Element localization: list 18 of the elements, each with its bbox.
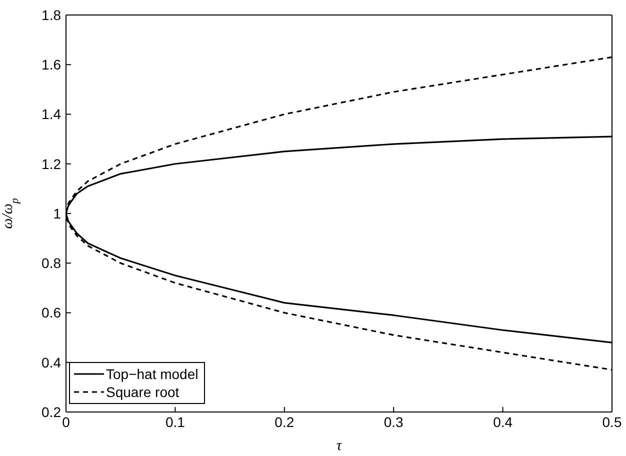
y-tick-label: 0.8: [42, 255, 62, 272]
x-tick-label: 0: [62, 414, 70, 430]
y-tick-label: 1.8: [42, 6, 62, 23]
y-tick-label: 0.6: [42, 304, 62, 321]
y-tick-label: 0.4: [42, 354, 62, 370]
legend-label: Top−hat model: [106, 365, 198, 383]
y-tick-label: 1: [53, 205, 62, 222]
y-tick-label: 1.4: [42, 106, 62, 122]
legend-label: Square root: [106, 383, 180, 401]
x-tick-label: 0.1: [165, 414, 186, 430]
y-tick-label: 0.2: [42, 404, 62, 420]
x-axis-title: τ: [336, 438, 342, 454]
y-tick-label: 1.2: [42, 156, 62, 172]
x-tick-label: 0.2: [274, 414, 294, 430]
x-tick-label: 0.3: [384, 414, 404, 430]
y-tick-label: 1.6: [42, 56, 62, 73]
x-tick-label: 0.4: [493, 414, 513, 430]
x-tick-label: 0.5: [602, 414, 622, 430]
